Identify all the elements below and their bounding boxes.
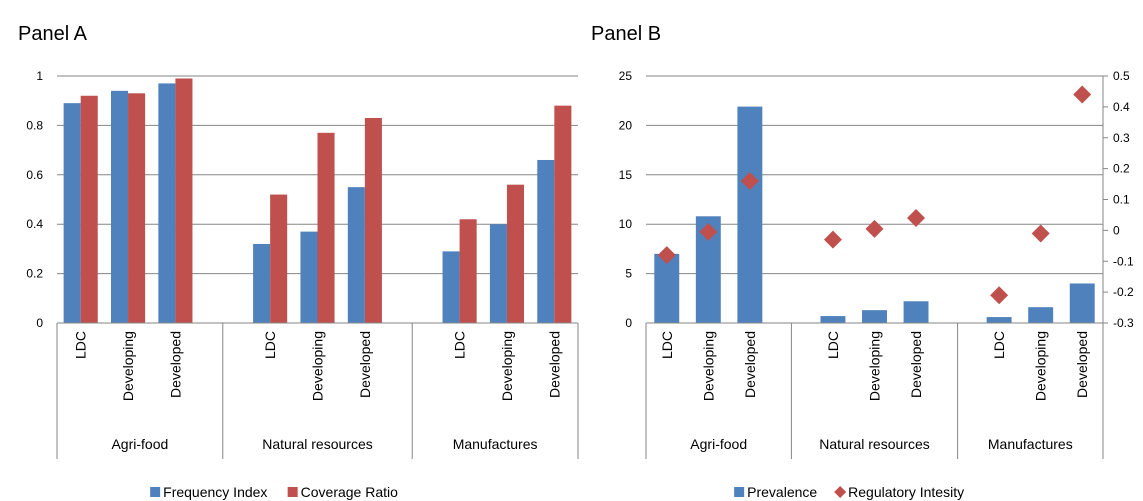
panel-b-point-regulatory-intesity-agri-food-ldc — [657, 246, 676, 265]
panel-a-category-label-natural-resources-developing: Developing — [310, 331, 326, 401]
panel-a-bar-frequency-index-agri-food-ldc — [63, 103, 81, 323]
panel-a-bar-frequency-index-manufactures-developed — [537, 159, 555, 323]
panel-b-category-label-natural-resources-ldc: LDC — [825, 331, 841, 359]
panel-b-bar-prevalence-agri-food-developed — [737, 106, 763, 324]
panel-b-point-regulatory-intesity-natural-resources-developed — [907, 209, 926, 228]
panel-a-y-tick-label: 0 — [36, 316, 43, 330]
panel-b-y-tick-label: 5 — [625, 267, 632, 281]
panel-a-legend-swatch-frequency-index — [150, 487, 161, 497]
panel-a-bar-coverage-ratio-agri-food-ldc — [80, 95, 98, 323]
panel-a-bar-coverage-ratio-natural-resources-developed — [364, 117, 382, 324]
panel-a-category-label-agri-food-developing: Developing — [120, 331, 136, 401]
panel-a-category-label-manufactures-developing: Developing — [499, 331, 515, 401]
panel-a-category-label-agri-food-developed: Developed — [167, 331, 183, 398]
panel-b-y-tick-label: 15 — [619, 168, 633, 182]
panel-b-point-regulatory-intesity-agri-food-developed — [740, 171, 759, 190]
panel-b-bar-prevalence-natural-resources-developed — [903, 301, 929, 323]
panel-b-group-label-manufactures: Manufactures — [988, 436, 1073, 452]
panel-a-legend: Frequency Index Coverage Ratio — [150, 484, 398, 500]
panel-b-category-label-natural-resources-developing: Developing — [867, 331, 883, 401]
panel-b-y-tick-label: 25 — [619, 69, 633, 83]
panel-b-y-tick-label: 0 — [625, 316, 632, 330]
panel-b-category-label-manufactures-developed: Developed — [1074, 331, 1090, 398]
panel-a-y-tick-label: 0.4 — [26, 217, 43, 231]
panel-a-bar-frequency-index-natural-resources-developing — [300, 231, 318, 323]
panel-b-legend-marker-regulatory-intesity — [834, 486, 847, 498]
panel-b-y2-tick-label: 0.1 — [1113, 193, 1130, 207]
panel-a-group-label-agri-food: Agri-food — [111, 436, 168, 452]
panel-a-bar-coverage-ratio-manufactures-developing — [506, 184, 525, 323]
panel-a-category-label-manufactures-ldc: LDC — [452, 331, 468, 359]
panel-b-point-regulatory-intesity-natural-resources-developing — [865, 219, 884, 238]
panel-a-bar-coverage-ratio-manufactures-developed — [554, 105, 572, 323]
panel-b-category-label-agri-food-developing: Developing — [700, 331, 716, 401]
panel-a-bar-coverage-ratio-natural-resources-developing — [317, 132, 335, 323]
panel-a-legend-label-coverage-ratio: Coverage Ratio — [301, 484, 398, 500]
panel-b-y2-tick-label: 0.4 — [1113, 100, 1130, 114]
panel-b-y2-tick-label: 0 — [1113, 223, 1120, 237]
panel-b-category-label-natural-resources-developed: Developed — [908, 331, 924, 398]
panel-a-bar-coverage-ratio-manufactures-ldc — [459, 219, 477, 323]
panel-a-bar-frequency-index-agri-food-developed — [158, 83, 176, 323]
panel-a-category-label-manufactures-developed: Developed — [546, 331, 562, 398]
panel-a-category-label-agri-food-ldc: LDC — [73, 331, 89, 359]
panel-b-bar-prevalence-manufactures-ldc — [986, 317, 1012, 323]
panel-b-y2-tick-label: 0.2 — [1113, 162, 1130, 176]
panel-b-category-label-agri-food-developed: Developed — [742, 331, 758, 398]
panel-b-y2-tick-label: -0.1 — [1113, 254, 1134, 268]
panel-b-category-label-agri-food-ldc: LDC — [659, 331, 675, 359]
panel-a-bar-frequency-index-natural-resources-ldc — [253, 243, 271, 323]
panel-b-legend-swatch-prevalence — [734, 487, 745, 497]
panel-a-bar-frequency-index-agri-food-developing — [110, 90, 129, 323]
panel-a-category-label-natural-resources-ldc: LDC — [262, 331, 278, 359]
panel-a-bar-frequency-index-natural-resources-developed — [347, 187, 365, 323]
panel-a-legend-swatch-coverage-ratio — [287, 487, 298, 497]
panel-b-plot: 0 5 10 15 20 25 -0.3 -0.2 -0.1 0 0.1 0.2 0.3 0.4 0.5 Ag… — [619, 69, 1134, 459]
panel-a-y-tick-label: 0.6 — [26, 168, 43, 182]
panel-a-legend-label-frequency-index: Frequency Index — [163, 484, 267, 500]
panel-b-point-regulatory-intesity-manufactures-ldc — [990, 286, 1009, 305]
panel-b-group-label-natural-resources: Natural resources — [819, 436, 930, 452]
panel-a-bar-coverage-ratio-natural-resources-ldc — [270, 194, 288, 323]
panel-a-bar-coverage-ratio-agri-food-developed — [175, 78, 193, 323]
panel-b-category-label-manufactures-ldc: LDC — [991, 331, 1007, 359]
panel-b-legend: Prevalence Regulatory Intesity — [734, 484, 964, 500]
panel-b-y2-tick-label: 0.3 — [1113, 131, 1130, 145]
panel-a-group-label-natural-resources: Natural resources — [262, 436, 373, 452]
panel-b-legend-label-prevalence: Prevalence — [747, 484, 817, 500]
panel-a-bar-frequency-index-manufactures-developing — [489, 224, 507, 323]
panel-a-bar-coverage-ratio-agri-food-developing — [128, 93, 146, 323]
panel-b-y2-tick-label: 0.5 — [1113, 69, 1130, 83]
panel-b-legend-label-regulatory-intesity: Regulatory Intesity — [848, 484, 964, 500]
panel-b-point-regulatory-intesity-manufactures-developed — [1073, 85, 1092, 104]
panel-b-point-regulatory-intesity-natural-resources-ldc — [823, 230, 842, 249]
panel-a-title: Panel A — [18, 23, 88, 45]
panel-b-bar-prevalence-manufactures-developed — [1069, 283, 1095, 323]
panel-a-group-label-manufactures: Manufactures — [453, 436, 538, 452]
panel-b-y-tick-label: 20 — [619, 118, 633, 132]
panel-b-point-regulatory-intesity-manufactures-developing — [1031, 224, 1050, 243]
panel-b-y-tick-label: 10 — [619, 217, 633, 231]
panel-b-y2-tick-label: -0.3 — [1113, 316, 1134, 330]
panel-b-category-label-manufactures-developing: Developing — [1033, 331, 1049, 401]
panel-a-y-tick-label: 0.8 — [26, 118, 43, 132]
panel-b-point-regulatory-intesity-agri-food-developing — [699, 222, 718, 241]
panel-b-bar-prevalence-natural-resources-ldc — [820, 316, 846, 323]
panel-a-y-tick-label: 1 — [36, 69, 43, 83]
panel-a-bar-frequency-index-manufactures-ldc — [442, 251, 460, 323]
panel-b-title: Panel B — [591, 23, 661, 45]
panel-b-bar-prevalence-manufactures-developing — [1028, 307, 1054, 323]
panel-b-bar-prevalence-agri-food-ldc — [654, 253, 680, 323]
panel-a-y-tick-label: 0.2 — [26, 267, 43, 281]
panel-a-category-label-natural-resources-developed: Developed — [357, 331, 373, 398]
panel-a-plot: 0 0.2 0.4 0.6 0.8 1 Agri-food LDC Developing Deve… — [26, 69, 579, 459]
panel-b-y2-tick-label: -0.2 — [1113, 285, 1134, 299]
panel-b-group-label-agri-food: Agri-food — [690, 436, 747, 452]
panel-b-bar-prevalence-natural-resources-developing — [862, 310, 887, 323]
